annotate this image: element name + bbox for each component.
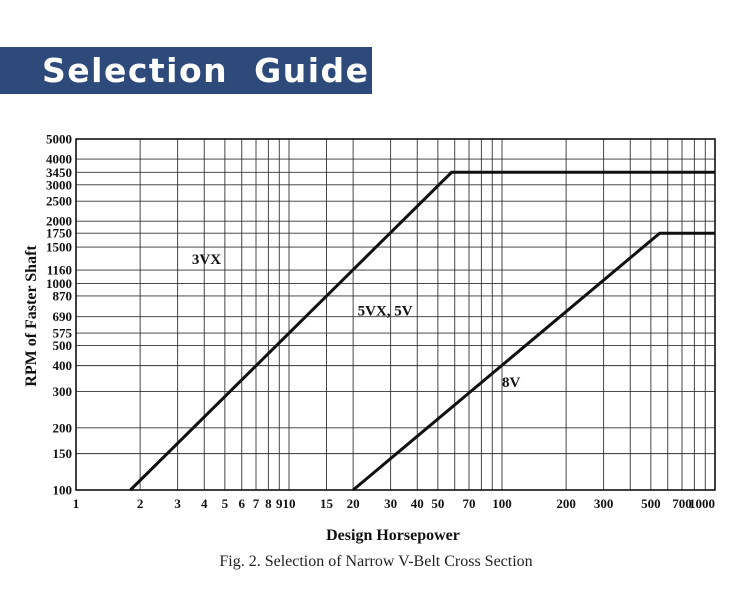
section-banner: Selection Guide	[0, 47, 372, 94]
region-label: 8V	[502, 375, 521, 391]
x-tick-label: 4	[201, 496, 208, 511]
x-tick-label: 70	[463, 496, 476, 511]
plot-frame	[75, 138, 716, 491]
y-tick-label: 5000	[46, 132, 72, 147]
y-tick-label: 1000	[46, 276, 72, 291]
y-tick-label: 500	[53, 338, 73, 353]
y-tick-label: 3000	[46, 177, 72, 192]
x-tick-label: 9	[276, 496, 283, 511]
x-tick-label: 300	[594, 496, 614, 511]
x-axis-title: Design Horsepower	[326, 527, 460, 544]
x-tick-labels: 1 2 3 4 5 6 7 8 9 10 15 20 30 40 50 70 100 200 300 500 70010…	[73, 496, 715, 511]
y-tick-label: 1500	[46, 240, 72, 255]
x-tick-label: 20	[347, 496, 360, 511]
selection-boundaries	[129, 170, 715, 492]
y-axis-title: RPM of Faster Shaft	[23, 245, 40, 387]
y-tick-label: 2000	[46, 214, 72, 229]
region-label: 3VX	[192, 252, 221, 268]
x-tick-label: 7	[253, 496, 260, 511]
x-tick-label: 30	[384, 496, 397, 511]
y-tick-label: 2500	[46, 194, 72, 209]
y-tick-label: 200	[53, 420, 73, 435]
x-tick-label: 1	[73, 496, 80, 511]
x-tick-label: 10	[283, 496, 296, 511]
grid-lines	[75, 138, 716, 491]
y-tick-label: 690	[53, 309, 73, 324]
x-tick-label: 100	[492, 496, 512, 511]
y-tick-label: 870	[53, 288, 73, 303]
y-tick-label: 300	[53, 384, 73, 399]
y-tick-label: 1750	[46, 226, 72, 241]
boundary-line	[129, 170, 715, 492]
banner-title: Selection Guide	[42, 51, 370, 90]
x-tick-label: 200	[556, 496, 576, 511]
x-tick-label: 40	[411, 496, 424, 511]
y-tick-label: 400	[53, 358, 73, 373]
region-labels: 3VX 5VX, 5V 8V	[192, 252, 521, 391]
y-tick-label: 4000	[46, 152, 72, 167]
x-tick-label: 3	[174, 496, 181, 511]
x-tick-label: 50	[431, 496, 444, 511]
x-tick-label: 5	[222, 496, 229, 511]
boundary-line	[352, 231, 715, 492]
x-tick-label: 500	[641, 496, 661, 511]
x-tick-label: 1000	[689, 496, 715, 511]
x-tick-label: 6	[238, 496, 245, 511]
y-tick-label: 575	[53, 326, 73, 341]
y-tick-label: 150	[53, 446, 73, 461]
figure-caption: Fig. 2. Selection of Narrow V-Belt Cross…	[219, 553, 532, 570]
x-tick-label: 2	[137, 496, 144, 511]
y-tick-label: 1160	[47, 263, 72, 278]
x-tick-label: 15	[320, 496, 334, 511]
y-tick-label: 100	[53, 483, 73, 498]
x-tick-label: 700	[672, 496, 692, 511]
x-tick-label: 8	[265, 496, 272, 511]
y-tick-label: 3450	[46, 165, 72, 180]
region-label: 5VX, 5V	[358, 304, 413, 320]
